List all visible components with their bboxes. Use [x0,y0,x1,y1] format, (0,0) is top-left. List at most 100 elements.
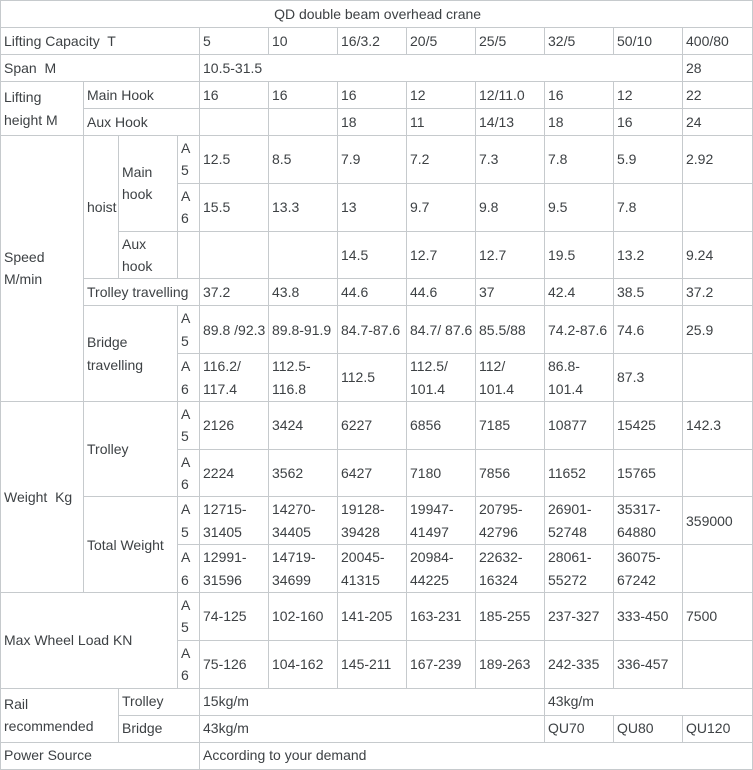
value-cell: 242-335 [544,639,614,689]
value-cell: 15kg/m [199,687,545,716]
empty-cell [199,108,269,136]
value-cell: 7.8 [544,135,614,184]
value-cell: 86.8- 101.4 [544,353,614,402]
sub-header-rail-bridge: Bridge [118,714,200,743]
value-cell: QU120 [681,714,753,743]
lifting-capacity-row: Lifting Capacity T 5 10 16/3.2 20/5 25/5 32/5 5… [0,27,753,55]
value-cell: 8.5 [268,135,338,184]
grade-label: A5 [177,592,200,641]
value-cell: 11 [406,108,476,136]
value-cell: 28 [681,54,753,82]
value-cell: 7.9 [337,135,407,184]
value-cell: 18 [337,108,407,136]
value-cell: 3562 [268,448,338,498]
value-cell: 84.7-87.6 [337,305,407,355]
row-header-speed: Speed M/min [0,135,84,402]
value-cell: 116.2/ 117.4 [199,353,269,402]
row-header-weight: Weight Kg [0,400,84,594]
value-cell: 22632- 16324 [475,544,545,594]
value-cell: 10 [268,27,338,55]
max-wheel-load-a5-row: Max Wheel Load KN A5 74-125 102-160 141-205 1… [0,592,753,689]
empty-cell [681,639,753,689]
value-cell: 112.5 [337,353,407,402]
value-cell: 12 [406,81,476,109]
value-cell: 84.7/ 87.6 [406,305,476,355]
value-cell: 32/5 [544,27,614,55]
value-cell: 16/3.2 [337,27,407,55]
value-cell: 7.8 [613,182,683,232]
row-header-lifting-capacity: Lifting Capacity T [0,27,200,55]
sub-header-hoist-aux-hook: Aux hook [118,230,178,280]
grade-label: A6 [177,639,200,689]
grade-label [177,230,200,280]
value-cell: 112/ 101.4 [475,353,545,402]
value-cell: 20/5 [406,27,476,55]
value-cell: 44.6 [406,278,476,307]
value-cell: 400/80 [681,27,753,55]
value-cell: 20984- 44225 [406,544,476,594]
table-title: QD double beam overhead crane [0,0,753,28]
value-cell: 145-211 [337,639,407,689]
value-cell: 6227 [337,400,407,450]
value-cell: 359000 [681,496,753,546]
value-cell: 336-457 [613,639,683,689]
value-cell: 75-126 [199,639,269,689]
value-cell: 14/13 [475,108,545,136]
value-cell: 13.2 [613,230,683,280]
value-cell: 142.3 [681,400,753,450]
value-cell: 12991- 31596 [199,544,269,594]
value-cell: 141-205 [337,592,407,641]
value-cell: 163-231 [406,592,476,641]
trolley-weight-a5-row: Weight Kg Trolley A5 2126 3424 6227 6856 7185 10… [0,400,753,594]
value-cell: 7.3 [475,135,545,184]
row-header-power-source: Power Source [0,741,200,770]
value-cell: 25.9 [681,305,753,355]
value-cell: 16 [199,81,269,109]
empty-cell [199,230,269,280]
value-cell: 12 [613,81,683,109]
empty-cell [268,108,338,136]
value-cell: 9.7 [406,182,476,232]
bridge-travelling-a6-row: A6 116.2/ 117.4 112.5- 116.8 112.5 112.5/ 10… [1,353,753,402]
row-header-rail-recommended: Rail recommended [0,687,119,743]
value-cell: 50/10 [613,27,683,55]
sub-header-aux-hook: Aux Hook [83,108,200,136]
value-cell: 6856 [406,400,476,450]
sub-header-bridge-travelling: Bridge travelling [83,305,178,402]
sub-header-rail-trolley: Trolley [118,687,200,716]
sub-header-hoist-main-hook: Main hook [118,135,178,232]
total-weight-a5-row: Total Weight A5 12715- 31405 14270- 34405 19… [1,496,753,594]
value-cell: 87.3 [613,353,683,402]
trolley-travelling-row: Trolley travelling 37.2 43.8 44.6 44.6 37 42.4… [1,278,753,307]
empty-cell [681,182,753,232]
value-cell: 7185 [475,400,545,450]
value-cell: 42.4 [544,278,614,307]
total-weight-a6-row: A6 12991- 31596 14719- 34699 20045- 41315 20… [1,544,753,594]
title-row: QD double beam overhead crane [0,0,753,28]
value-cell: 89.8-91.9 [268,305,338,355]
value-cell: 5 [199,27,269,55]
value-cell: 14270- 34405 [268,496,338,546]
value-cell: 19128- 39428 [337,496,407,546]
value-cell: 5.9 [613,135,683,184]
value-cell: 9.8 [475,182,545,232]
value-cell: 12/11.0 [475,81,545,109]
hoist-aux-hook-row: Aux hook 14.5 12.7 12.7 19.5 13.2 9.24 [1,230,753,280]
value-cell: 102-160 [268,592,338,641]
value-cell: 13.3 [268,182,338,232]
value-cell: 74.2-87.6 [544,305,614,355]
value-cell: 43kg/m [543,687,753,716]
value-cell: 35317- 64880 [613,496,683,546]
value-cell: 15425 [613,400,683,450]
value-cell: 43kg/m [199,714,545,743]
value-cell: 14719- 34699 [268,544,338,594]
value-cell: 6427 [337,448,407,498]
sub-header-trolley-weight: Trolley [83,400,178,498]
row-header-lifting-height: Lifting height M [0,81,84,136]
value-cell: 74.6 [613,305,683,355]
value-cell: 10.5-31.5 [199,54,683,82]
value-cell: 9.24 [681,230,753,280]
value-cell: 38.5 [613,278,683,307]
value-cell: QU70 [544,714,614,743]
